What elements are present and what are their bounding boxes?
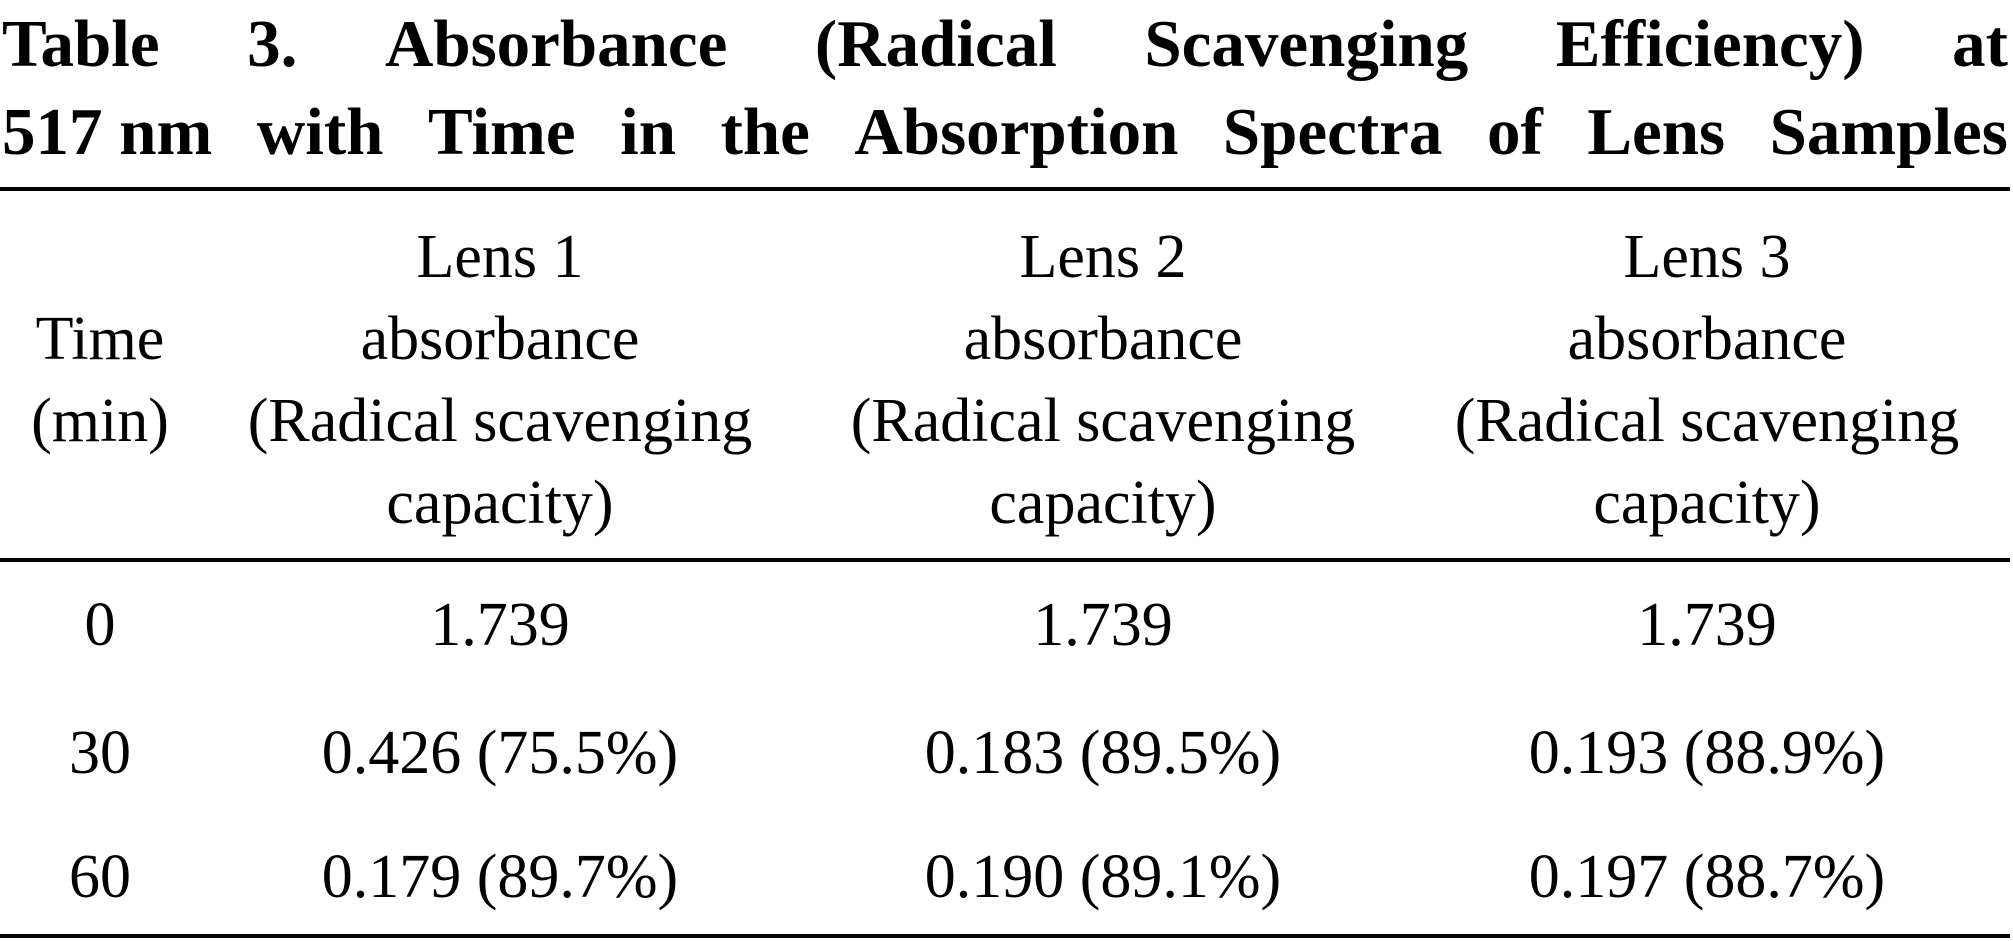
header-lens-3-line: (Radical scavenging [1454,387,1960,455]
header-lens-1-line: (Radical scavenging [247,387,753,455]
caption-line-1: Table 3. Absorbance (Radical Scavenging … [2,0,2008,88]
caption-word: Absorbance [384,7,728,81]
cell-lens-3: 0.193 (88.9%) [1528,719,1886,787]
table-bottom-rule [0,934,2010,938]
header-time: Time (min) [0,215,200,545]
cell-lens-1: 0.179 (89.7%) [321,843,679,911]
caption-word: the [720,95,810,169]
cell-lens-2: 0.183 (89.5%) [924,719,1282,787]
cell-lens-3: 1.739 [1637,591,1777,659]
cell-lens-1: 1.739 [430,591,570,659]
caption-word: Absorption [854,95,1179,169]
caption-word: 3. [247,7,298,81]
header-lens-2-line: capacity) [989,469,1217,537]
caption-word: in [620,95,677,169]
table-top-rule [0,187,2010,191]
header-lens-2-line: (Radical scavenging [850,387,1356,455]
caption-word: Time [427,95,576,169]
cell-lens-1: 0.426 (75.5%) [321,719,679,787]
cell-lens-2: 0.190 (89.1%) [924,843,1282,911]
cell-time: 30 [69,719,131,787]
caption-word: with [256,95,384,169]
caption-line-2: 517 nm with Time in the Absorption Spect… [2,88,2008,176]
header-time-line: (min) [31,387,169,455]
cell-lens-3: 0.197 (88.7%) [1528,843,1886,911]
caption-word: Samples [1769,95,2008,169]
header-lens-1-line: Lens 1 [416,223,584,291]
cell-time: 60 [69,843,131,911]
header-lens-3-line: absorbance [1567,305,1847,373]
header-lens-2-line: Lens 2 [1019,223,1187,291]
header-lens-2: Lens 2 absorbance (Radical scavenging ca… [802,215,1404,545]
caption-word: 517 nm [2,95,213,169]
caption-word: Spectra [1222,95,1443,169]
caption-word: Efficiency) [1555,7,1865,81]
header-lens-1-line: capacity) [386,469,614,537]
header-lens-3: Lens 3 absorbance (Radical scavenging ca… [1404,215,2010,545]
caption-word: at [1952,7,2008,81]
caption-word: Table [2,7,160,81]
cell-time: 0 [84,591,116,659]
cell-lens-2: 1.739 [1033,591,1173,659]
header-lens-3-line: capacity) [1593,469,1821,537]
table-caption: Table 3. Absorbance (Radical Scavenging … [2,0,2008,176]
header-time-line: Time [35,305,165,373]
header-lens-1: Lens 1 absorbance (Radical scavenging ca… [200,215,800,545]
caption-word: (Radical [814,7,1057,81]
table-header-rule [0,558,2010,562]
header-lens-3-line: Lens 3 [1623,223,1791,291]
header-lens-1-line: absorbance [360,305,640,373]
caption-word: Lens [1587,95,1726,169]
header-lens-2-line: absorbance [963,305,1243,373]
caption-word: of [1486,95,1543,169]
caption-word: Scavenging [1144,7,1469,81]
